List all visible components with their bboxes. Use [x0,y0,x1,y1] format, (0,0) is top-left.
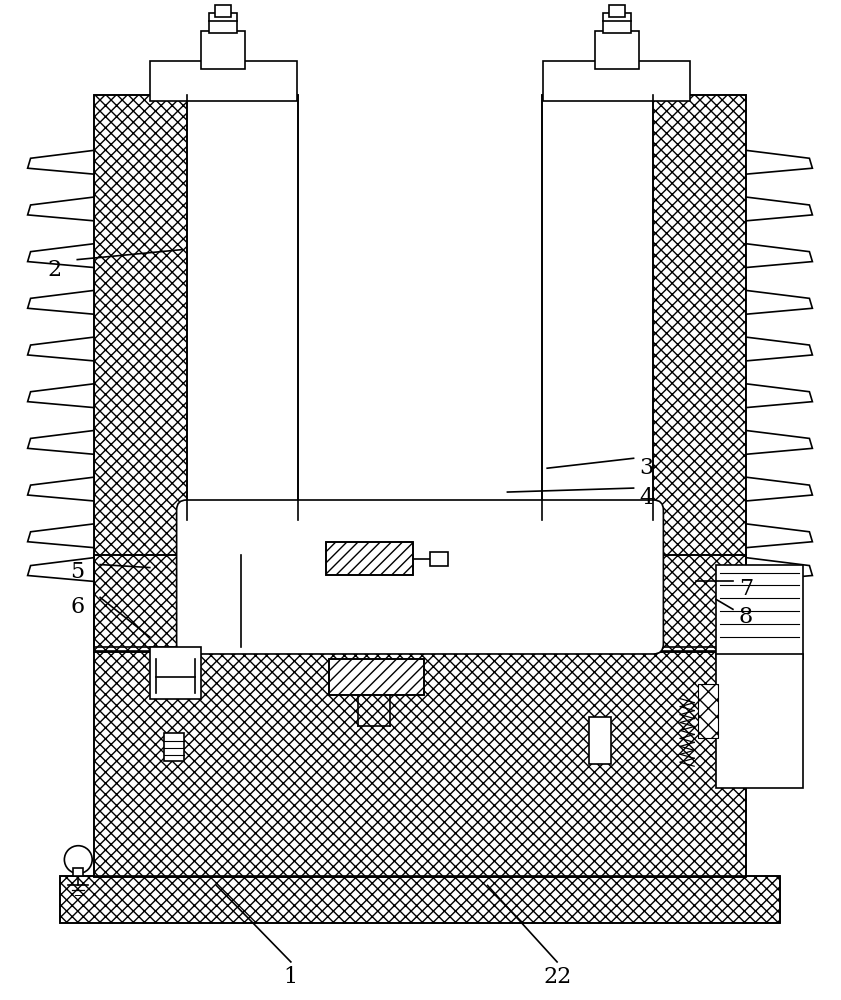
Bar [325,542,413,575]
Text: 4: 4 [639,487,653,509]
Bar [61,876,780,923]
Polygon shape [746,244,812,268]
Bar [150,61,297,101]
Bar [164,733,183,761]
Text: 8: 8 [738,606,753,628]
Polygon shape [746,337,812,361]
Polygon shape [28,244,94,268]
Bar [94,647,746,877]
Polygon shape [746,430,812,454]
Polygon shape [28,290,94,314]
Polygon shape [746,384,812,408]
Polygon shape [746,477,812,501]
Bar [329,659,424,695]
Bar [202,31,246,69]
Bar [188,511,653,571]
Text: 5: 5 [70,561,84,583]
Bar [329,659,424,695]
Bar [698,684,718,738]
Polygon shape [28,430,94,454]
Bar [209,13,237,33]
Bar [215,5,231,17]
Bar [150,647,202,699]
Bar [325,542,413,575]
Polygon shape [28,558,94,581]
Polygon shape [28,197,94,221]
Bar [542,95,653,611]
Bar [603,13,631,33]
Bar [94,555,746,652]
Text: 7: 7 [738,578,753,600]
Polygon shape [746,524,812,548]
Text: 6: 6 [70,596,84,618]
Polygon shape [746,290,812,314]
Bar [595,31,638,69]
Polygon shape [746,558,812,581]
Polygon shape [746,150,812,174]
Polygon shape [28,477,94,501]
Bar [73,868,83,876]
Bar [94,95,293,651]
Text: 3: 3 [639,457,653,479]
Text: 2: 2 [47,259,61,281]
Bar [589,717,611,764]
Bar [547,95,746,651]
Bar [187,510,655,629]
Text: 22: 22 [543,966,571,988]
Bar [94,95,293,651]
Polygon shape [28,150,94,174]
Bar [187,95,298,611]
Polygon shape [28,524,94,548]
Polygon shape [28,384,94,408]
Bar [609,5,625,17]
Bar [543,61,690,101]
Bar [61,876,780,923]
Bar [94,647,746,877]
Polygon shape [28,337,94,361]
Bar [716,654,803,788]
Bar [547,95,746,651]
FancyBboxPatch shape [177,500,664,654]
Text: 1: 1 [283,966,298,988]
Bar [430,552,447,566]
Polygon shape [746,197,812,221]
Bar [94,555,746,652]
Bar [716,565,803,659]
